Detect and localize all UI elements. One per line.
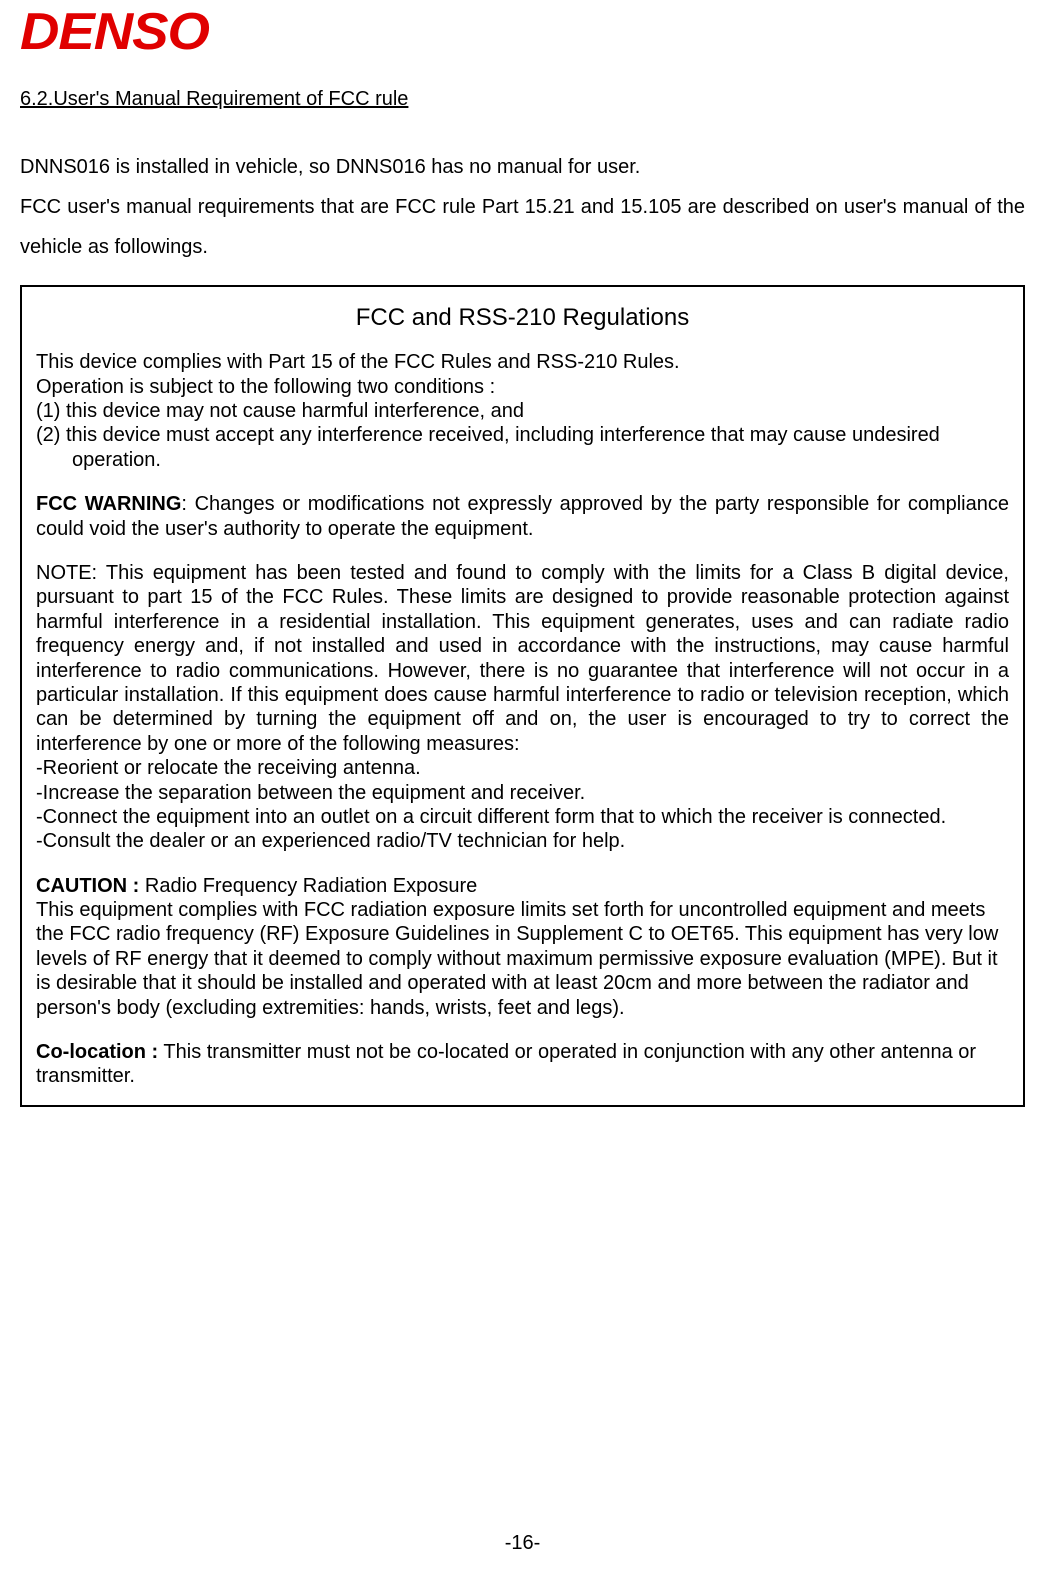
page-number: -16-	[0, 1532, 1045, 1555]
intro-line-2: FCC user's manual requirements that are …	[20, 196, 1025, 258]
colocation-paragraph: Co-location : This transmitter must not …	[36, 1040, 1009, 1089]
fcc-warning-text: : Changes or modifications not expressly…	[36, 493, 1009, 539]
compliance-line: This device complies with Part 15 of the…	[36, 350, 1009, 374]
caution-heading: CAUTION : Radio Frequency Radiation Expo…	[36, 874, 1009, 898]
regulations-box: FCC and RSS-210 Regulations This device …	[20, 285, 1025, 1107]
condition-1: (1) this device may not cause harmful in…	[36, 399, 1009, 423]
colocation-label: Co-location :	[36, 1041, 158, 1063]
measure-4: -Consult the dealer or an experienced ra…	[36, 829, 1009, 853]
condition-2: (2) this device must accept any interfer…	[36, 423, 1009, 472]
operation-line: Operation is subject to the following tw…	[36, 375, 1009, 399]
note-paragraph: NOTE: This equipment has been tested and…	[36, 561, 1009, 756]
intro-paragraph: DNNS016 is installed in vehicle, so DNNS…	[20, 147, 1025, 267]
fcc-warning-paragraph: FCC WARNING: Changes or modifications no…	[36, 492, 1009, 541]
measure-3: -Connect the equipment into an outlet on…	[36, 805, 1009, 829]
denso-logo: DENSO	[20, 0, 1045, 62]
intro-line-1: DNNS016 is installed in vehicle, so DNNS…	[20, 156, 640, 178]
section-heading: 6.2.User's Manual Requirement of FCC rul…	[20, 88, 1025, 111]
caution-text: This equipment complies with FCC radiati…	[36, 898, 1009, 1020]
box-title: FCC and RSS-210 Regulations	[36, 303, 1009, 332]
caution-label: CAUTION :	[36, 875, 139, 897]
page-root: DENSO 6.2.User's Manual Requirement of F…	[0, 0, 1045, 1589]
measure-2: -Increase the separation between the equ…	[36, 781, 1009, 805]
fcc-warning-label: FCC WARNING	[36, 493, 181, 515]
conditions-list: (1) this device may not cause harmful in…	[36, 399, 1009, 472]
measure-1: -Reorient or relocate the receiving ante…	[36, 756, 1009, 780]
colocation-text: This transmitter must not be co-located …	[36, 1041, 976, 1087]
caution-title: Radio Frequency Radiation Exposure	[139, 875, 477, 897]
